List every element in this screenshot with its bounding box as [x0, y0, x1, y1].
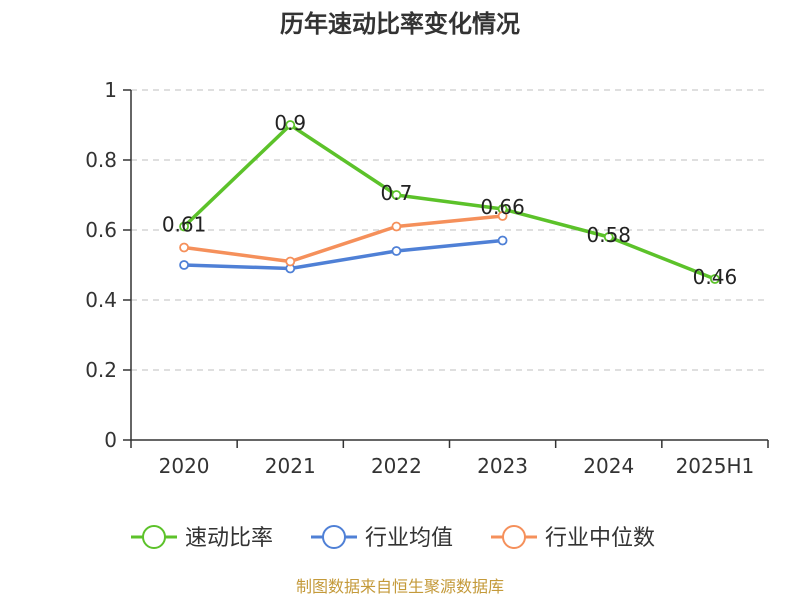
source-note: 制图数据来自恒生聚源数据库 — [296, 577, 504, 596]
x-tick-label: 2025H1 — [676, 454, 755, 478]
data-point[interactable] — [603, 232, 614, 242]
y-tick-label: 0 — [104, 428, 117, 452]
data-point[interactable] — [285, 256, 296, 267]
series-line — [184, 238, 503, 271]
y-tick-label: 0.6 — [85, 218, 117, 242]
data-point[interactable] — [179, 221, 189, 232]
series-lines — [179, 120, 720, 284]
data-point[interactable] — [391, 246, 402, 256]
data-label: 0.58 — [586, 223, 631, 247]
series-line — [182, 123, 716, 281]
x-tick-label: 2022 — [371, 454, 422, 478]
data-label: 0.7 — [381, 181, 413, 205]
legend-item[interactable]: 行业中位数 — [491, 525, 655, 551]
legend-label: 速动比率 — [185, 526, 273, 551]
legend-label: 行业中位数 — [545, 526, 655, 551]
data-point[interactable] — [285, 120, 296, 130]
data-label: 0.46 — [693, 265, 738, 289]
legend-marker — [142, 525, 166, 549]
y-tick-label: 0.4 — [85, 288, 117, 312]
data-label: 0.66 — [480, 195, 525, 219]
y-tick-label: 0.8 — [85, 148, 117, 172]
x-tick-label: 2024 — [583, 454, 634, 478]
data-point[interactable] — [179, 242, 189, 253]
data-point[interactable] — [497, 211, 508, 221]
gridlines — [131, 89, 768, 371]
y-tick-label: 1 — [104, 78, 117, 102]
legend-item[interactable]: 速动比率 — [131, 525, 273, 551]
x-tick-label: 2021 — [265, 454, 316, 478]
legend-label: 行业均值 — [365, 526, 453, 551]
data-point[interactable] — [391, 190, 402, 200]
legend-marker — [502, 525, 526, 549]
data-point[interactable] — [391, 221, 402, 232]
data-point[interactable] — [179, 260, 189, 270]
legend[interactable]: 速动比率 行业均值 行业中位数 — [131, 525, 655, 551]
data-label: 0.9 — [274, 111, 306, 135]
series-line — [183, 214, 503, 264]
legend-item[interactable]: 行业均值 — [311, 525, 453, 551]
axes: 0 0.2 0.4 0.6 0.8 1 2020 2021 2022 2023 2024 2025H1 — [85, 78, 769, 478]
data-point[interactable] — [497, 235, 508, 246]
x-tick-label: 2023 — [477, 454, 528, 478]
chart-title: 历年速动比率变化情况 — [280, 10, 520, 38]
x-tick-label: 2020 — [159, 454, 210, 478]
y-tick-label: 0.2 — [85, 358, 117, 382]
legend-marker — [322, 525, 346, 549]
data-point[interactable] — [710, 274, 720, 284]
data-labels: 0.61 0.9 0.7 0.66 0.58 0.46 — [162, 111, 737, 289]
data-label: 0.61 — [162, 213, 207, 237]
